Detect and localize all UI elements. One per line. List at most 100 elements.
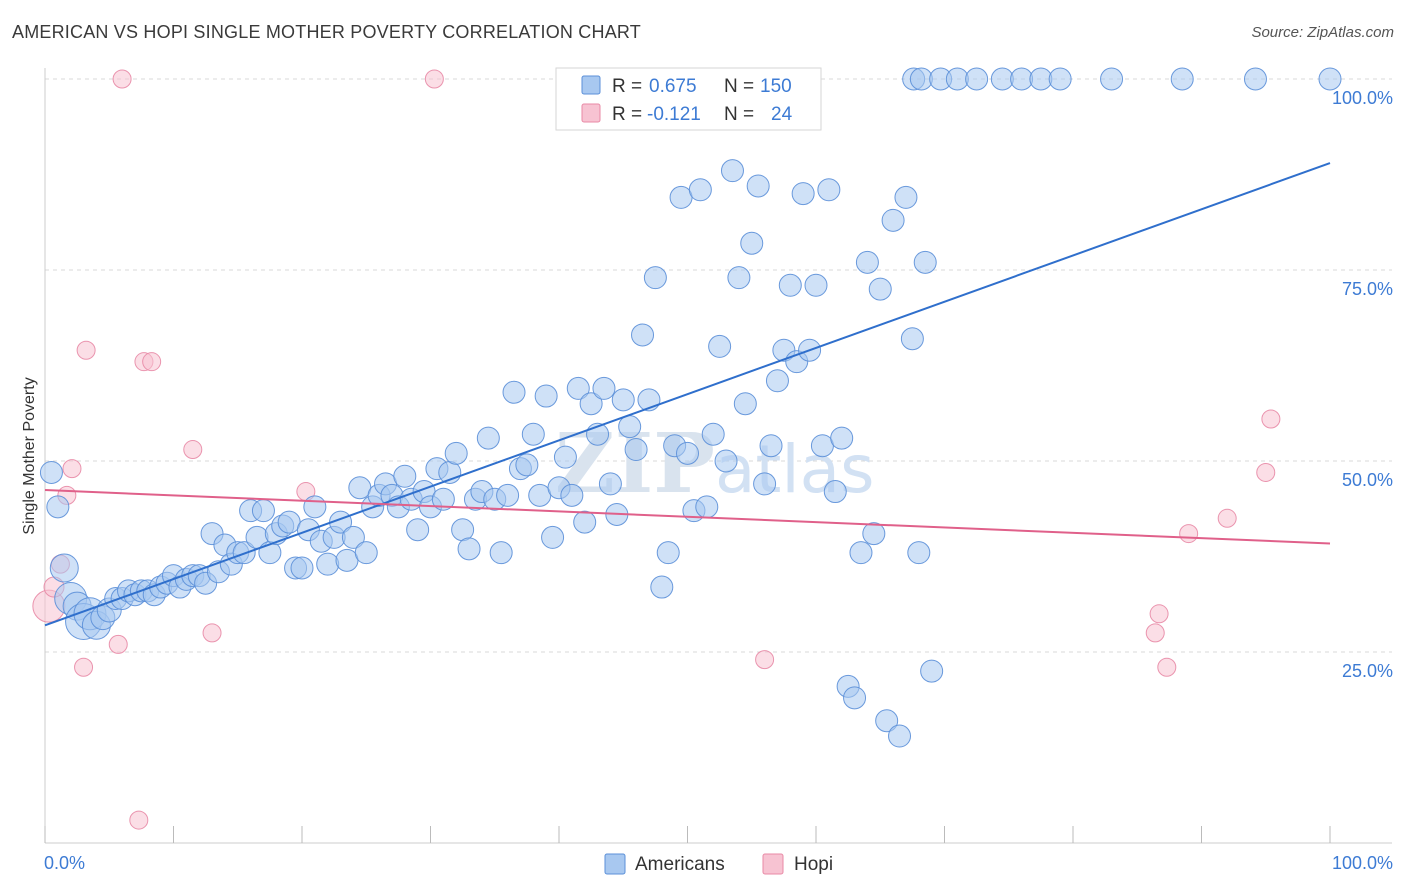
american-point	[753, 472, 777, 496]
american-point	[534, 384, 558, 408]
american-point	[406, 518, 430, 542]
legend-r-value: -0.121	[647, 104, 701, 125]
american-point	[1100, 67, 1124, 91]
american-point	[804, 273, 828, 297]
american-point	[881, 208, 905, 232]
american-point	[862, 522, 886, 546]
american-point	[695, 495, 719, 519]
american-point	[560, 483, 584, 507]
legend-bottom-hopi-swatch	[762, 853, 784, 875]
american-point	[502, 380, 526, 404]
legend-n-value: 24	[771, 104, 793, 125]
american-point	[611, 388, 635, 412]
y-tick-label: 100.0%	[1332, 88, 1393, 108]
american-point	[759, 434, 783, 458]
legend-bottom: Americans Hopi	[604, 853, 833, 875]
american-point	[341, 525, 365, 549]
american-point	[49, 553, 79, 583]
hopi-point	[755, 650, 775, 670]
hopi-point	[112, 69, 132, 89]
american-point	[489, 541, 513, 565]
american-point	[251, 499, 275, 523]
hopi-point	[202, 623, 222, 643]
american-point	[457, 537, 481, 561]
american-point	[746, 174, 770, 198]
american-point	[778, 273, 802, 297]
trend-lines	[44, 162, 1331, 627]
american-point	[791, 182, 815, 206]
american-point	[496, 483, 520, 507]
hopi-point	[1256, 462, 1276, 482]
american-point	[444, 441, 468, 465]
x-tick-labels: 0.0% 100.0%	[44, 853, 1393, 873]
hopi-point	[1261, 409, 1281, 429]
american-point	[1318, 67, 1342, 91]
legend-n-label: N =	[724, 104, 754, 125]
chart-title: AMERICAN VS HOPI SINGLE MOTHER POVERTY C…	[12, 22, 641, 42]
american-point	[598, 472, 622, 496]
american-point	[875, 709, 899, 733]
legend-n-label: N =	[724, 76, 754, 97]
axes	[44, 68, 1392, 844]
american-point	[733, 392, 757, 416]
american-point	[515, 453, 539, 477]
american-point	[740, 231, 764, 255]
legend-top: R = 0.675 N = 150 R = -0.121 N = 24	[555, 67, 822, 131]
american-point	[868, 277, 892, 301]
x-tick-label: 0.0%	[44, 853, 85, 873]
american-point	[316, 552, 340, 576]
american-point	[849, 541, 873, 565]
legend-bottom-american-swatch	[604, 853, 626, 875]
american-point	[720, 159, 744, 183]
american-point	[631, 323, 655, 347]
y-tick-label: 75.0%	[1342, 279, 1393, 299]
american-point	[676, 441, 699, 465]
american-point	[618, 415, 642, 439]
american-point	[701, 422, 725, 446]
american-point	[913, 250, 937, 274]
y-axis-label: Single Mother Poverty	[21, 377, 38, 534]
hopi-point	[1149, 604, 1169, 624]
american-point	[830, 426, 854, 450]
hopi-point	[1217, 508, 1237, 528]
american-point	[573, 510, 597, 534]
american-point	[303, 495, 327, 519]
american-point	[431, 487, 455, 511]
legend-r-value: 0.675	[649, 76, 697, 97]
american-point	[900, 327, 924, 351]
american-point	[727, 266, 751, 290]
american-point	[909, 67, 933, 91]
x-tick-label: 100.0%	[1332, 853, 1393, 873]
american-point	[843, 686, 867, 710]
american-point	[541, 525, 565, 549]
american-point	[920, 659, 944, 683]
y-tick-label: 25.0%	[1342, 661, 1393, 681]
american-point	[907, 541, 931, 565]
american-point	[669, 185, 693, 209]
american-point	[965, 67, 989, 91]
american-point	[579, 392, 603, 416]
legend-american-swatch	[581, 75, 601, 95]
american-point	[592, 376, 616, 400]
american-point	[810, 434, 834, 458]
legend-bottom-american-label: Americans	[635, 854, 725, 875]
hopi-point	[74, 657, 94, 677]
legend-bottom-hopi-label: Hopi	[794, 854, 833, 875]
hopi-point	[142, 352, 162, 372]
hopi-point	[424, 69, 444, 89]
american-point	[1010, 67, 1034, 91]
american-point	[945, 67, 969, 91]
hopi-point	[108, 634, 128, 654]
y-tick-labels: 25.0% 50.0% 75.0% 100.0%	[1332, 88, 1393, 681]
american-points	[39, 67, 1342, 748]
legend-r-label: R =	[612, 104, 642, 125]
american-point	[1170, 67, 1194, 91]
american-point	[855, 250, 879, 274]
american-point	[290, 556, 314, 580]
american-point	[888, 724, 912, 748]
grid-lines	[45, 78, 1392, 653]
american-point	[1048, 67, 1072, 91]
american-trend-line	[44, 162, 1331, 627]
american-point	[277, 510, 301, 534]
